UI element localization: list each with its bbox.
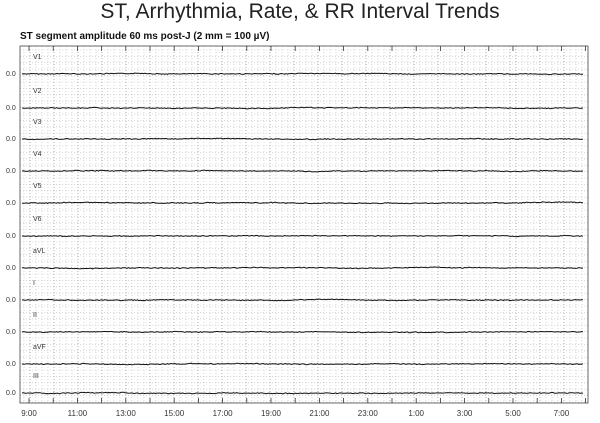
trace-aVF bbox=[21, 362, 584, 366]
x-tick-label: 1:00 bbox=[408, 409, 424, 418]
trace-V1 bbox=[21, 72, 583, 76]
x-tick-label: 17:00 bbox=[213, 409, 234, 418]
chart-title: ST, Arrhythmia, Rate, & RR Interval Tren… bbox=[100, 0, 500, 23]
y-tick-label: 0.0 bbox=[6, 71, 16, 78]
y-tick-label: 0.0 bbox=[6, 361, 16, 368]
x-tick-label: 5:00 bbox=[505, 409, 521, 418]
x-tick-label: 3:00 bbox=[457, 409, 473, 418]
lead-label: aVF bbox=[33, 344, 46, 351]
x-tick-label: 7:00 bbox=[554, 409, 570, 418]
y-tick-label: 0.0 bbox=[6, 233, 16, 240]
x-tick-label: 15:00 bbox=[164, 409, 185, 418]
x-tick-label: 13:00 bbox=[116, 409, 137, 418]
plot-frame bbox=[19, 45, 589, 404]
y-tick-label: 0.0 bbox=[6, 200, 16, 207]
chart-subtitle: ST segment amplitude 60 ms post-J (2 mm … bbox=[20, 31, 270, 42]
y-tick-label: 0.0 bbox=[6, 265, 16, 272]
trace-V2 bbox=[21, 106, 584, 110]
trace-V3 bbox=[21, 137, 583, 141]
y-tick-label: 0.0 bbox=[6, 168, 16, 175]
lead-label: III bbox=[33, 373, 39, 380]
lead-label: I bbox=[33, 280, 35, 287]
x-tick-label: 23:00 bbox=[358, 409, 379, 418]
y-tick-label: 0.0 bbox=[6, 329, 16, 336]
lead-label: V5 bbox=[33, 183, 42, 190]
y-tick-label: 0.0 bbox=[6, 136, 16, 143]
lead-label: V6 bbox=[33, 216, 42, 223]
x-tick-label: 19:00 bbox=[261, 409, 282, 418]
y-tick-label: 0.0 bbox=[6, 297, 16, 304]
lead-label: II bbox=[33, 312, 37, 319]
x-tick-label: 11:00 bbox=[68, 409, 88, 418]
lead-label: aVL bbox=[33, 248, 46, 255]
lead-label: V2 bbox=[33, 88, 42, 95]
trace-aVL bbox=[21, 266, 584, 270]
lead-label: V3 bbox=[33, 119, 42, 126]
y-tick-label: 0.0 bbox=[6, 105, 16, 112]
trace-III bbox=[21, 391, 584, 395]
y-tick-label: 0.0 bbox=[6, 390, 16, 397]
trace-V4 bbox=[21, 169, 584, 173]
x-tick-label: 21:00 bbox=[309, 409, 330, 418]
lead-label: V4 bbox=[33, 151, 42, 158]
trace-I bbox=[21, 298, 583, 302]
trace-II bbox=[21, 330, 584, 334]
x-tick-label: 9:00 bbox=[21, 409, 37, 418]
trace-V5 bbox=[21, 201, 583, 205]
lead-label: V1 bbox=[33, 54, 42, 61]
trace-V6 bbox=[21, 234, 584, 238]
